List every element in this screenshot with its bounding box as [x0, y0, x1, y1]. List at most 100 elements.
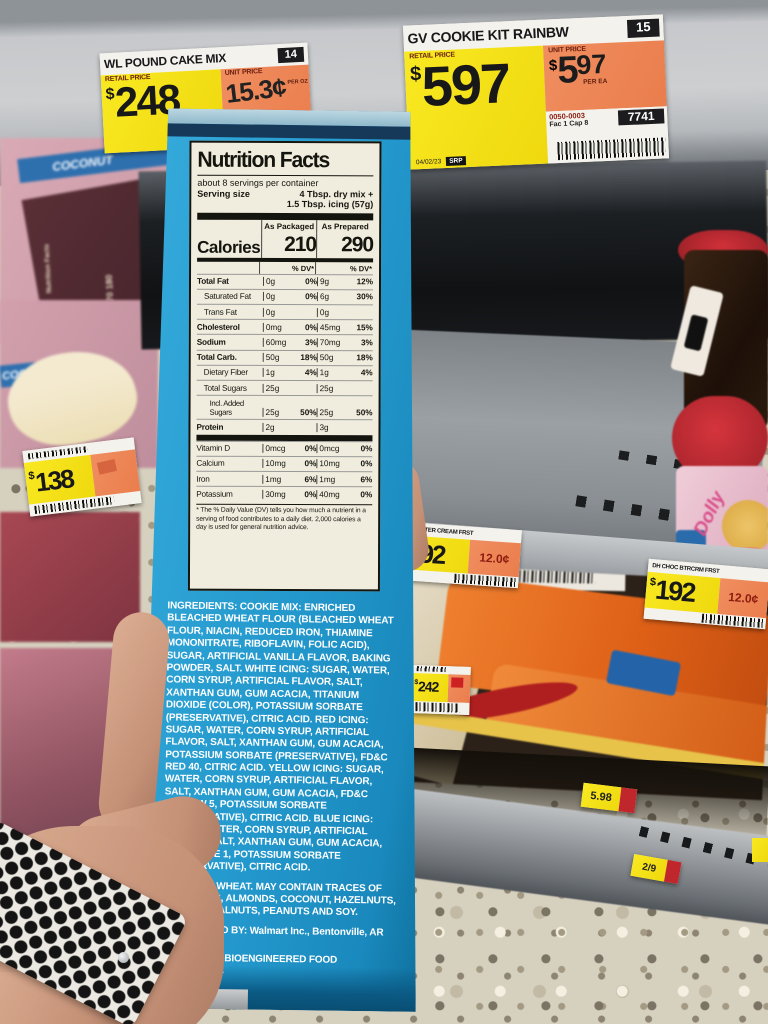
dv-prepared: 18% [356, 353, 373, 363]
ingredients-heading: INGREDIENTS: COOKIE MIX: [167, 600, 302, 614]
product-name: GV COOKIE KIT RAINBW [407, 23, 569, 47]
dolly-portrait [722, 500, 768, 552]
amount-packaged: 0mg [263, 323, 290, 332]
nutrient-name: Iron [196, 474, 210, 484]
sale-red-block [618, 787, 638, 814]
tag-date: 04/02/23 [415, 158, 442, 167]
amount-prepared: 45mg [317, 323, 346, 332]
nutrition-row: Total Sugars 25g 25g [197, 380, 373, 396]
amount-prepared: 25g [317, 408, 346, 417]
amount-packaged: 1g [263, 368, 290, 377]
nutrition-row: Cholesterol 0mg 0% 45mg 15% [197, 319, 373, 335]
dv-prepared: 4% [360, 368, 373, 378]
price: 2/9 [641, 861, 657, 875]
amount-prepared: 70mg [317, 338, 346, 347]
amount-prepared: 10mg [316, 459, 345, 468]
dv-packaged: 6% [304, 474, 317, 484]
nutrient-name: Protein [196, 422, 224, 432]
amount-packaged: 50g [263, 353, 290, 362]
dv-packaged: 0% [304, 322, 317, 332]
nutrition-row: Saturated Fat 0g 0% 6g 30% [197, 289, 373, 305]
price-tag-choc: DH CHOC BTRCRM FRST $1 92 12.0¢ [643, 558, 768, 630]
nutrition-title: Nutrition Facts [197, 146, 330, 173]
yellow-icing-heading: YELLOW ICING: [268, 762, 344, 775]
watch-band-stud [118, 952, 129, 963]
white-icing-heading: WHITE ICING: [244, 663, 310, 676]
barcode [416, 666, 447, 673]
price-dollars: 2 [113, 77, 138, 126]
slot-number: 14 [277, 46, 305, 63]
partial-tag [752, 838, 768, 862]
price-cents: 92 [666, 575, 696, 608]
nutrient-name: Incl. Added Sugars [209, 398, 244, 417]
nutrition-row: Total Fat 0g 0% 9g 12% [197, 273, 373, 289]
price: 5.98 [589, 789, 613, 805]
calories-label: Calories [197, 237, 261, 257]
nutrient-name: Trans Fat [203, 307, 237, 317]
price-cents: 38 [45, 462, 75, 496]
col-as-packaged: As Packaged [261, 220, 316, 233]
price-cents: 42 [424, 678, 439, 696]
dv-prepared: 0% [360, 444, 373, 454]
nutrient-name: Potassium [196, 489, 233, 499]
amount-packaged: 0g [263, 277, 290, 286]
dv-packaged: 50% [300, 407, 317, 417]
nutrient-name: Calcium [196, 459, 225, 469]
nutrient-name: Dietary Fiber [203, 368, 248, 378]
nutrition-row: Dietary Fiber 1g 4% 1g 4% [197, 365, 373, 381]
nutrition-row: Iron 1mg 6% 1mg 6% [196, 471, 372, 487]
amount-prepared: 0g [317, 308, 346, 317]
amount-packaged: 60mg [263, 338, 290, 347]
amount-prepared: 9g [317, 277, 346, 286]
dv-packaged: 0% [304, 459, 317, 469]
nutrition-row: Sodium 60mg 3% 70mg 3% [197, 334, 373, 350]
amount-prepared: 0mcg [316, 444, 345, 453]
dv-prepared: 15% [356, 323, 373, 333]
unit-price: 12.0¢ [727, 589, 759, 607]
serving-size-value: 4 Tbsp. dry mix + 1.5 Tbsp. icing (57g) [287, 189, 374, 210]
nutrition-row: Incl. Added Sugars 25g 50% 25g 50% [197, 395, 373, 420]
dv-prepared: 30% [356, 292, 373, 302]
blue-icing-heading: BLUE ICING: [313, 813, 374, 825]
calories-packaged: 210 [261, 233, 316, 258]
amount-packaged: 0g [263, 292, 290, 301]
dv-prepared: 0% [360, 459, 373, 469]
shelf-code: 7741 [617, 108, 665, 126]
dv-header-prepared: % DV* [315, 262, 373, 274]
amount-prepared: 6g [317, 293, 346, 302]
nutrient-name: Total Sugars [203, 383, 247, 393]
dv-header-packaged: % DV* [259, 262, 315, 274]
amount-prepared: 1g [317, 369, 346, 378]
coconut-label: COCONUT [51, 152, 114, 175]
price-cents: 97 [449, 51, 511, 117]
amount-packaged: 1mg [262, 474, 289, 483]
dv-packaged: 0% [305, 292, 317, 302]
dv-packaged: 18% [300, 353, 317, 363]
product-name: WL POUND CAKE MIX [103, 50, 227, 72]
nutrient-name: Saturated Fat [203, 292, 251, 302]
nutrient-name: Total Fat [196, 276, 229, 287]
dv-packaged: 0% [304, 444, 317, 454]
amount-packaged: 2g [262, 423, 289, 432]
nutrient-name: Cholesterol [196, 322, 240, 332]
slot-number: 15 [626, 18, 660, 38]
nutrition-row: Vitamin D 0mcg 0% 0mcg 0% [196, 440, 372, 456]
amount-packaged: 30mg [262, 490, 289, 499]
unit-dollars: 5 [556, 49, 578, 93]
dv-packaged: 3% [304, 338, 317, 348]
barcode [557, 137, 666, 161]
amount-packaged: 25g [263, 408, 290, 417]
unit-price-smudge [451, 677, 464, 688]
price-tag-138: $1 38 [22, 437, 142, 517]
amount-packaged: 0g [263, 308, 290, 317]
left-red-products [0, 512, 140, 642]
nutrient-name: Total Carb. [196, 352, 237, 363]
srp-badge: SRP [446, 156, 466, 166]
box-top-edge [150, 123, 428, 140]
serving-size-line2: 1.5 Tbsp. icing (57g) [286, 199, 374, 210]
amount-prepared: 50g [317, 353, 346, 362]
amount-packaged: 0mcg [262, 444, 289, 453]
price-dollars: 5 [420, 53, 453, 118]
net-wt-badge [683, 314, 709, 352]
unit-per: PER OZ [287, 78, 309, 86]
